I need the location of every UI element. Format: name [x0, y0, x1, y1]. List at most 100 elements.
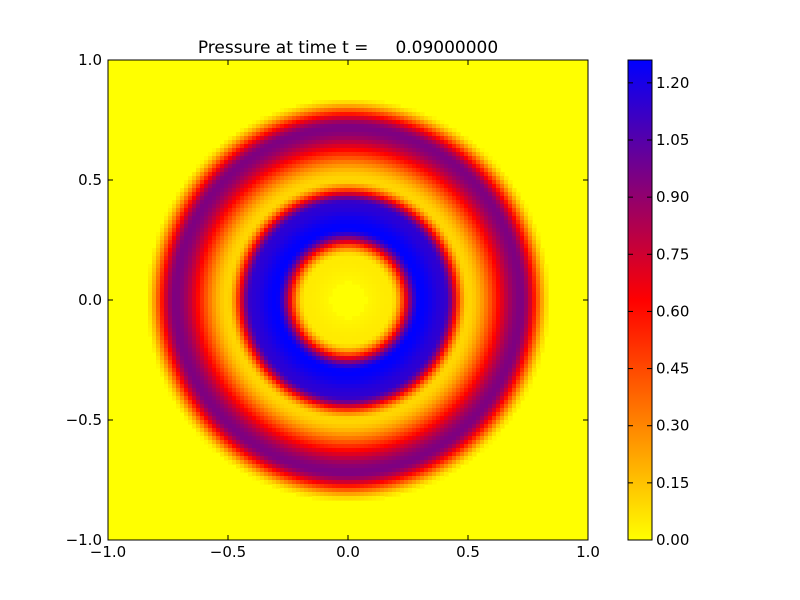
- heatmap-cell: [428, 120, 433, 125]
- heatmap-cell: [416, 152, 421, 157]
- heatmap-cell: [464, 140, 469, 145]
- heatmap-cell: [396, 208, 401, 213]
- heatmap-cell: [424, 340, 429, 345]
- heatmap-cell: [352, 256, 357, 261]
- heatmap-cell: [312, 116, 317, 121]
- heatmap-cell: [428, 248, 433, 253]
- heatmap-cell: [276, 284, 281, 289]
- heatmap-cell: [488, 200, 493, 205]
- heatmap-cell: [436, 212, 441, 217]
- heatmap-cell: [264, 304, 269, 309]
- heatmap-cell: [508, 224, 513, 229]
- heatmap-cell: [220, 224, 225, 229]
- heatmap-cell: [436, 228, 441, 233]
- heatmap-cell: [308, 192, 313, 197]
- heatmap-cell: [468, 204, 473, 209]
- heatmap-cell: [160, 244, 165, 249]
- heatmap-cell: [300, 280, 305, 285]
- heatmap-cell: [316, 340, 321, 345]
- heatmap-cell: [428, 188, 433, 193]
- heatmap-cell: [348, 340, 353, 345]
- heatmap-cell: [512, 332, 517, 337]
- heatmap-cell: [492, 212, 497, 217]
- heatmap-cell: [436, 132, 441, 137]
- heatmap-cell: [404, 312, 409, 317]
- heatmap-cell: [264, 156, 269, 161]
- heatmap-cell: [300, 160, 305, 165]
- heatmap-cell: [280, 228, 285, 233]
- heatmap-cell: [448, 216, 453, 221]
- heatmap-cell: [384, 144, 389, 149]
- heatmap-cell: [204, 308, 209, 313]
- heatmap-cell: [432, 252, 437, 257]
- heatmap-cell: [176, 332, 181, 337]
- heatmap-cell: [400, 284, 405, 289]
- heatmap-cell: [368, 216, 373, 221]
- heatmap-cell: [348, 140, 353, 145]
- heatmap-cell: [500, 316, 505, 321]
- heatmap-cell: [516, 308, 521, 313]
- heatmap-cell: [500, 300, 505, 305]
- heatmap-cell: [432, 248, 437, 253]
- heatmap-cell: [280, 124, 285, 129]
- heatmap-cell: [232, 296, 237, 301]
- heatmap-cell: [300, 264, 305, 269]
- heatmap-cell: [332, 328, 337, 333]
- heatmap-cell: [408, 312, 413, 317]
- heatmap-cell: [520, 332, 525, 337]
- heatmap-cell: [296, 240, 301, 245]
- heatmap-cell: [368, 148, 373, 153]
- heatmap-cell: [496, 304, 501, 309]
- heatmap-cell: [392, 184, 397, 189]
- heatmap-cell: [360, 156, 365, 161]
- heatmap-cell: [308, 108, 313, 113]
- heatmap-cell: [472, 228, 477, 233]
- heatmap-cell: [488, 256, 493, 261]
- heatmap-cell: [460, 236, 465, 241]
- heatmap-cell: [440, 328, 445, 333]
- heatmap-cell: [476, 336, 481, 341]
- heatmap-cell: [448, 280, 453, 285]
- heatmap-cell: [296, 176, 301, 181]
- heatmap-cell: [236, 316, 241, 321]
- heatmap-cell: [480, 292, 485, 297]
- heatmap-cell: [468, 244, 473, 249]
- heatmap-cell: [376, 328, 381, 333]
- heatmap-cell: [164, 332, 169, 337]
- heatmap-cell: [504, 252, 509, 257]
- heatmap-cell: [260, 284, 265, 289]
- heatmap-cell: [376, 172, 381, 177]
- heatmap-cell: [440, 212, 445, 217]
- heatmap-cell: [248, 328, 253, 333]
- heatmap-cell: [464, 300, 469, 305]
- heatmap-cell: [184, 192, 189, 197]
- heatmap-cell: [396, 252, 401, 257]
- heatmap-cell: [172, 228, 177, 233]
- heatmap-cell: [340, 132, 345, 137]
- heatmap-cell: [188, 176, 193, 181]
- heatmap-cell: [504, 296, 509, 301]
- heatmap-cell: [208, 304, 213, 309]
- heatmap-cell: [188, 216, 193, 221]
- heatmap-cell: [404, 296, 409, 301]
- heatmap-cell: [312, 124, 317, 129]
- heatmap-cell: [336, 220, 341, 225]
- heatmap-cell: [148, 300, 153, 305]
- heatmap-cell: [448, 332, 453, 337]
- heatmap-cell: [500, 340, 505, 345]
- heatmap-cell: [448, 256, 453, 261]
- heatmap-cell: [408, 140, 413, 145]
- heatmap-cell: [480, 320, 485, 325]
- heatmap-cell: [248, 336, 253, 341]
- heatmap-cell: [292, 292, 297, 297]
- heatmap-cell: [400, 336, 405, 341]
- heatmap-cell: [464, 164, 469, 169]
- heatmap-cell: [496, 172, 501, 177]
- heatmap-cell: [164, 328, 169, 333]
- heatmap-cell: [320, 312, 325, 317]
- heatmap-cell: [284, 168, 289, 173]
- heatmap-cell: [284, 260, 289, 265]
- heatmap-cell: [324, 256, 329, 261]
- heatmap-cell: [264, 216, 269, 221]
- heatmap-cell: [264, 300, 269, 305]
